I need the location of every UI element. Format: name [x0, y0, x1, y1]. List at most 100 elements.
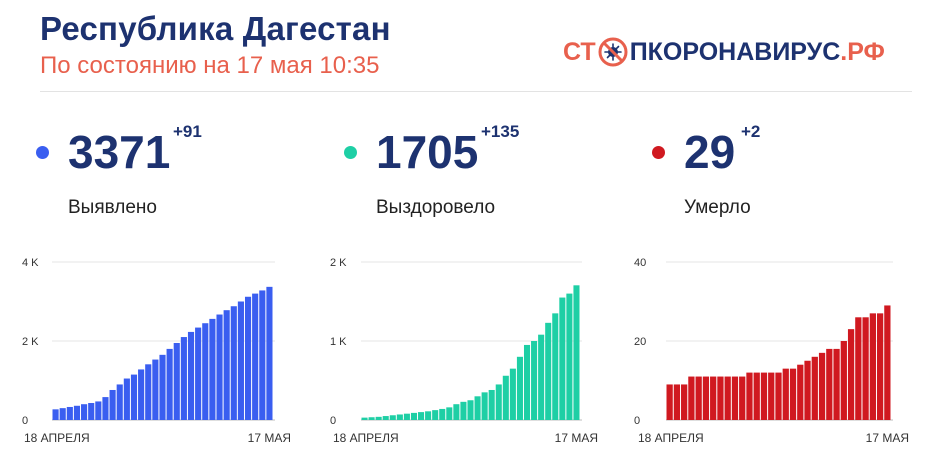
bar [869, 313, 876, 420]
bar [538, 334, 545, 420]
bar [545, 322, 552, 420]
bar [244, 296, 252, 420]
stat-deaths-dot [652, 146, 665, 159]
bar [717, 376, 724, 420]
stat-recovered-delta: +135 [481, 122, 520, 141]
bar [195, 327, 202, 420]
y-tick-label: 2 K [22, 336, 39, 348]
stat-detected-label: Выявлено [68, 197, 157, 218]
bar [123, 378, 130, 420]
bar [746, 372, 753, 420]
bar [187, 331, 195, 420]
bar [552, 313, 559, 420]
logo-text-suffix: .РФ [840, 37, 885, 66]
bar [403, 413, 410, 420]
bar [173, 342, 180, 420]
logo-text-left: СТ [563, 37, 596, 66]
bar [688, 376, 695, 420]
bar [753, 372, 760, 420]
bar [855, 317, 862, 420]
bar [826, 348, 833, 420]
bar [573, 285, 580, 420]
stat-detected-dot [36, 146, 49, 159]
chart-recovered: 0 1 K 2 K 18 АПРЕЛЯ 17 МАЯ [330, 257, 598, 445]
bar [666, 384, 673, 420]
bar [833, 348, 840, 420]
bar [159, 354, 166, 420]
bar [702, 376, 710, 420]
x-start-label: 18 АПРЕЛЯ [333, 431, 399, 445]
bar [695, 376, 702, 420]
bar [130, 374, 138, 420]
stat-deaths-delta: +2 [741, 122, 761, 141]
bar [102, 397, 109, 420]
bar [230, 306, 237, 420]
page-subtitle: По состоянию на 17 мая 10:35 [40, 52, 380, 79]
bar [389, 415, 396, 420]
stat-detected-delta: +91 [173, 122, 202, 141]
bar [59, 408, 66, 420]
bar [731, 376, 739, 420]
bar [166, 348, 173, 420]
bar [418, 412, 425, 420]
bar [840, 341, 847, 420]
bar [375, 416, 382, 420]
bar [681, 384, 688, 420]
bar [368, 417, 375, 420]
bar [266, 286, 273, 420]
bar [559, 297, 566, 420]
bar [884, 305, 891, 420]
page-title: Республика Дагестан [40, 10, 391, 47]
bar [531, 341, 538, 420]
bar [523, 344, 531, 420]
bar [88, 403, 95, 420]
bar [216, 314, 223, 420]
bar [453, 404, 460, 420]
stat-recovered-dot [344, 146, 357, 159]
bar [432, 410, 439, 421]
bar [152, 359, 159, 420]
logo[interactable]: СТ ПКОРОНАВИРУС .РФ [563, 34, 885, 70]
bar [202, 323, 209, 420]
y-tick-label: 0 [330, 415, 336, 427]
bar [804, 360, 811, 420]
bar [73, 405, 81, 420]
bar [446, 407, 453, 420]
stat-detected-value: 3371 [68, 126, 171, 178]
y-tick-label: 20 [634, 336, 646, 348]
y-tick-label: 0 [634, 415, 640, 427]
bar [474, 396, 481, 420]
bar [789, 368, 797, 420]
bar [847, 329, 855, 420]
bar [396, 414, 403, 420]
bar [81, 404, 88, 420]
bar [252, 293, 259, 420]
bar [811, 356, 818, 420]
stat-recovered-value: 1705 [376, 126, 479, 178]
y-tick-label: 40 [634, 257, 646, 269]
x-end-label: 17 МАЯ [866, 431, 909, 445]
x-end-label: 17 МАЯ [555, 431, 598, 445]
bar [382, 416, 389, 420]
bar [502, 375, 509, 420]
bar [724, 376, 731, 420]
bar [509, 368, 516, 420]
bar [209, 318, 216, 420]
bar [876, 313, 884, 420]
bar [467, 400, 474, 420]
bar [862, 317, 869, 420]
bar [180, 337, 187, 420]
bar [782, 368, 789, 420]
bar [145, 364, 152, 420]
bar [739, 376, 746, 420]
bar [818, 352, 826, 420]
y-tick-label: 0 [22, 415, 28, 427]
bar [66, 406, 73, 420]
y-tick-label: 4 K [22, 257, 39, 269]
bar [516, 356, 523, 420]
bar [495, 384, 502, 420]
bar [566, 293, 573, 420]
bar [439, 408, 446, 420]
chart-deaths: 0 20 40 18 АПРЕЛЯ 17 МАЯ [634, 257, 909, 445]
bar [760, 372, 768, 420]
